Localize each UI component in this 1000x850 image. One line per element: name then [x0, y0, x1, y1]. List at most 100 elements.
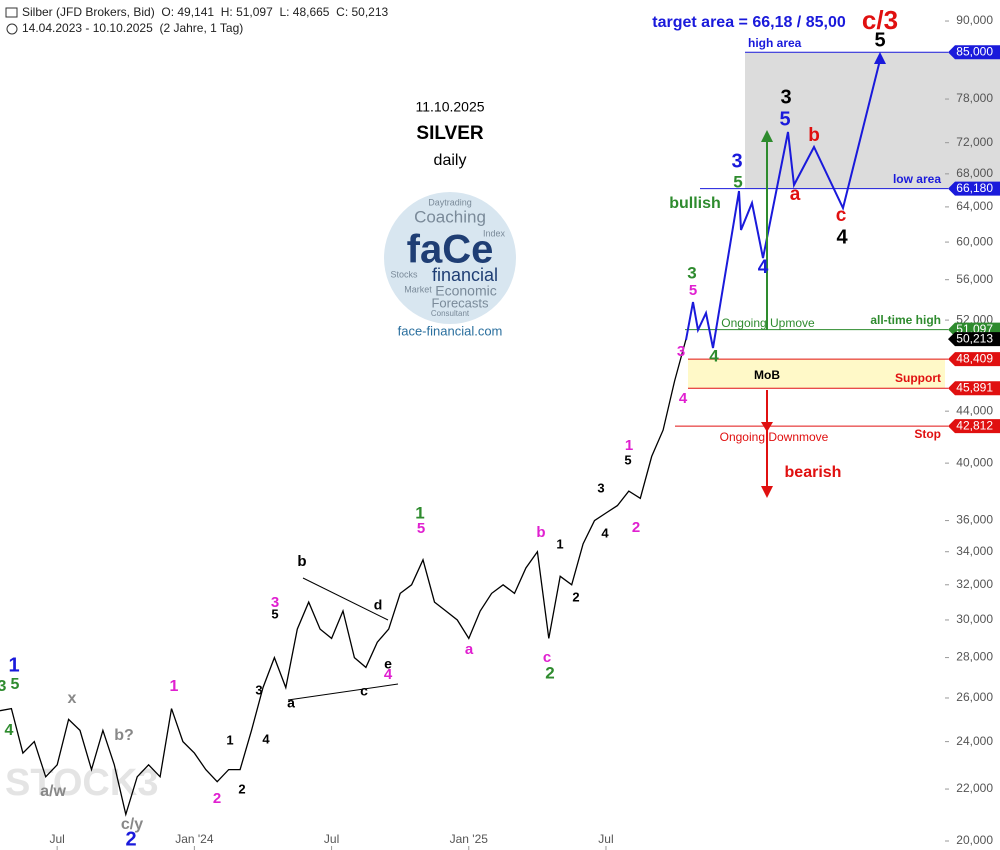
y-tick-label: 56,000 [956, 272, 993, 286]
price-tag-label: 45,891 [956, 380, 993, 394]
y-tick-label: 26,000 [956, 690, 993, 704]
x-tick-label: Jul [49, 832, 64, 846]
y-tick-label: 78,000 [956, 91, 993, 105]
price-tag [948, 181, 1000, 196]
annotation: e [384, 656, 392, 672]
triangle-line [302, 577, 389, 621]
annotation: 2 [125, 828, 136, 850]
level-text: high area [748, 36, 802, 50]
price-tag-label: 85,000 [956, 44, 993, 58]
annotation: 5 [624, 452, 631, 467]
y-tick-label: 36,000 [956, 513, 993, 527]
annotation: 4 [709, 346, 719, 365]
logo-word: Economic [435, 283, 496, 299]
annotation: 4 [384, 666, 393, 683]
annotation: 3 [780, 86, 791, 108]
annotation: b [808, 125, 820, 146]
x-tick-label: Jan '25 [450, 832, 489, 846]
annotation: 4 [262, 731, 270, 746]
annotation: 5 [733, 172, 742, 191]
logo-word: Index [483, 228, 506, 238]
price-tag-label: 50,213 [956, 331, 993, 345]
annotation: MoB [754, 368, 780, 382]
price-tag [948, 381, 1000, 396]
logo-word: Forecasts [431, 295, 489, 310]
chart-title: SILVER [416, 123, 483, 144]
annotation: c [836, 205, 847, 226]
up-arrow-head [761, 130, 773, 142]
x-tick-label: Jan '24 [175, 832, 214, 846]
mob-band [688, 359, 945, 389]
target-area [745, 52, 1000, 189]
logo-word: Stocks [390, 269, 418, 279]
price-tag [948, 45, 1000, 60]
annotation: 2 [572, 589, 579, 604]
annotation: 5 [689, 282, 697, 299]
annotation: 2 [213, 790, 221, 807]
y-tick-label: 90,000 [956, 13, 993, 27]
x-tick-label: Jul [598, 832, 613, 846]
annotation: 2 [545, 663, 554, 682]
level-text: Stop [914, 427, 941, 441]
annotation: 5 [417, 520, 425, 537]
y-tick-label: 40,000 [956, 455, 993, 469]
annotation: 3 [731, 150, 742, 172]
annotation: 1 [170, 678, 179, 695]
annotation: a [287, 695, 295, 711]
logo-word: Daytrading [428, 197, 472, 207]
annotation: Ongoing Downmove [720, 430, 829, 444]
price-tag-label: 66,180 [956, 181, 993, 195]
y-tick-label: 22,000 [956, 781, 993, 795]
projection-arrow [874, 52, 886, 64]
price-tag-label: 48,409 [956, 351, 993, 365]
annotation: 3 [0, 678, 7, 695]
y-tick-label: 30,000 [956, 612, 993, 626]
annotation: 4 [836, 226, 848, 248]
logo-word: Market [404, 284, 432, 294]
logo-word: Coaching [414, 207, 486, 226]
logo-word: Consultant [431, 309, 470, 318]
annotation: a [790, 184, 801, 205]
annotation: 5 [779, 108, 790, 130]
x-tick-label: Jul [324, 832, 339, 846]
annotation: 4 [679, 390, 688, 407]
annotation: target area = 66,18 / 85,00 [652, 14, 846, 31]
y-tick-label: 32,000 [956, 577, 993, 591]
annotation: 1 [415, 503, 424, 522]
annotation: 3 [597, 480, 604, 495]
y-tick-label: 20,000 [956, 833, 993, 847]
annotation: 2 [632, 519, 640, 536]
y-tick-label: 24,000 [956, 734, 993, 748]
chart-date: 11.10.2025 [415, 99, 484, 115]
logo-circle [384, 192, 516, 324]
annotation: bullish [669, 195, 721, 212]
annotation: 2 [238, 781, 245, 796]
clock-icon [6, 23, 18, 35]
price-tag [948, 332, 1000, 347]
annotation: 4 [601, 525, 609, 540]
logo-word: faCe [407, 228, 494, 272]
y-tick-label: 72,000 [956, 135, 993, 149]
annotation: Ongoing Upmove [721, 316, 815, 330]
chart-header: Silber (JFD Brokers, Bid) O: 49,141 H: 5… [22, 5, 389, 19]
annotation: 3 [271, 594, 279, 611]
annotation: 1 [226, 732, 233, 747]
annotation: 5 [874, 29, 885, 51]
y-tick-label: 34,000 [956, 544, 993, 558]
triangle-line [287, 683, 399, 701]
price-tag-label: 42,812 [956, 418, 993, 432]
price-tag [948, 419, 1000, 434]
down-arrow-head [761, 422, 773, 432]
annotation: 1 [8, 654, 19, 676]
annotation: 3 [255, 682, 262, 697]
y-tick-label: 44,000 [956, 403, 993, 417]
annotation: x [68, 690, 77, 707]
down-arrow-head [761, 486, 773, 498]
annotation: c/y [121, 816, 143, 833]
price-line [0, 339, 687, 817]
annotation: 4 [5, 722, 14, 739]
annotation: c [543, 649, 551, 666]
annotation: b [297, 553, 306, 570]
